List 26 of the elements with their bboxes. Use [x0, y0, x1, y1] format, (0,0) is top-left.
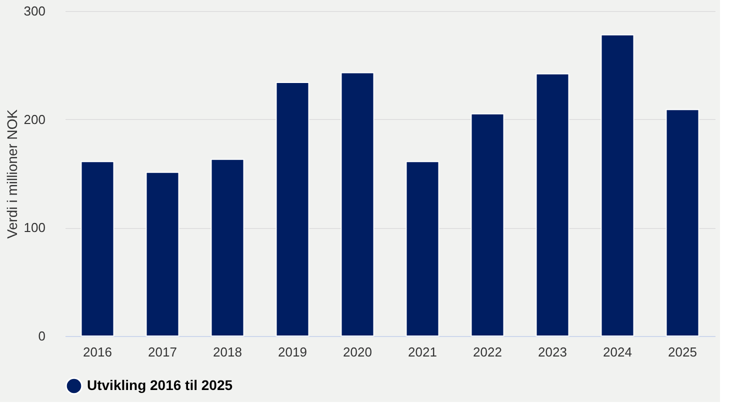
- y-tick-label: 200: [24, 112, 46, 127]
- bar: [536, 73, 570, 336]
- x-tick-label: 2018: [213, 344, 242, 360]
- bar: [600, 34, 634, 336]
- x-tick-label: 2016: [83, 344, 112, 360]
- x-tick-label: 2020: [343, 344, 372, 360]
- bar: [406, 161, 440, 336]
- y-tick-label: 300: [24, 4, 46, 18]
- x-tick-label: 2019: [278, 344, 307, 360]
- y-axis-title: Verdi i millioner NOK: [4, 108, 20, 239]
- x-tick-label: 2025: [668, 344, 697, 360]
- legend-label: Utvikling 2016 til 2025: [87, 377, 233, 393]
- x-tick-label: 2021: [408, 344, 437, 360]
- bar: [340, 72, 374, 336]
- bar: [470, 113, 504, 336]
- bar: [146, 172, 180, 336]
- y-tick-label: 0: [38, 328, 46, 344]
- x-tick-label: 2017: [148, 344, 177, 360]
- y-tick-label: 100: [24, 220, 46, 236]
- bar: [80, 161, 114, 336]
- bar: [276, 82, 310, 336]
- x-tick-label: 2023: [538, 344, 567, 360]
- x-tick-label: 2022: [473, 344, 502, 360]
- bar: [210, 158, 244, 336]
- bar: [666, 109, 700, 336]
- x-tick-label: 2024: [603, 344, 632, 360]
